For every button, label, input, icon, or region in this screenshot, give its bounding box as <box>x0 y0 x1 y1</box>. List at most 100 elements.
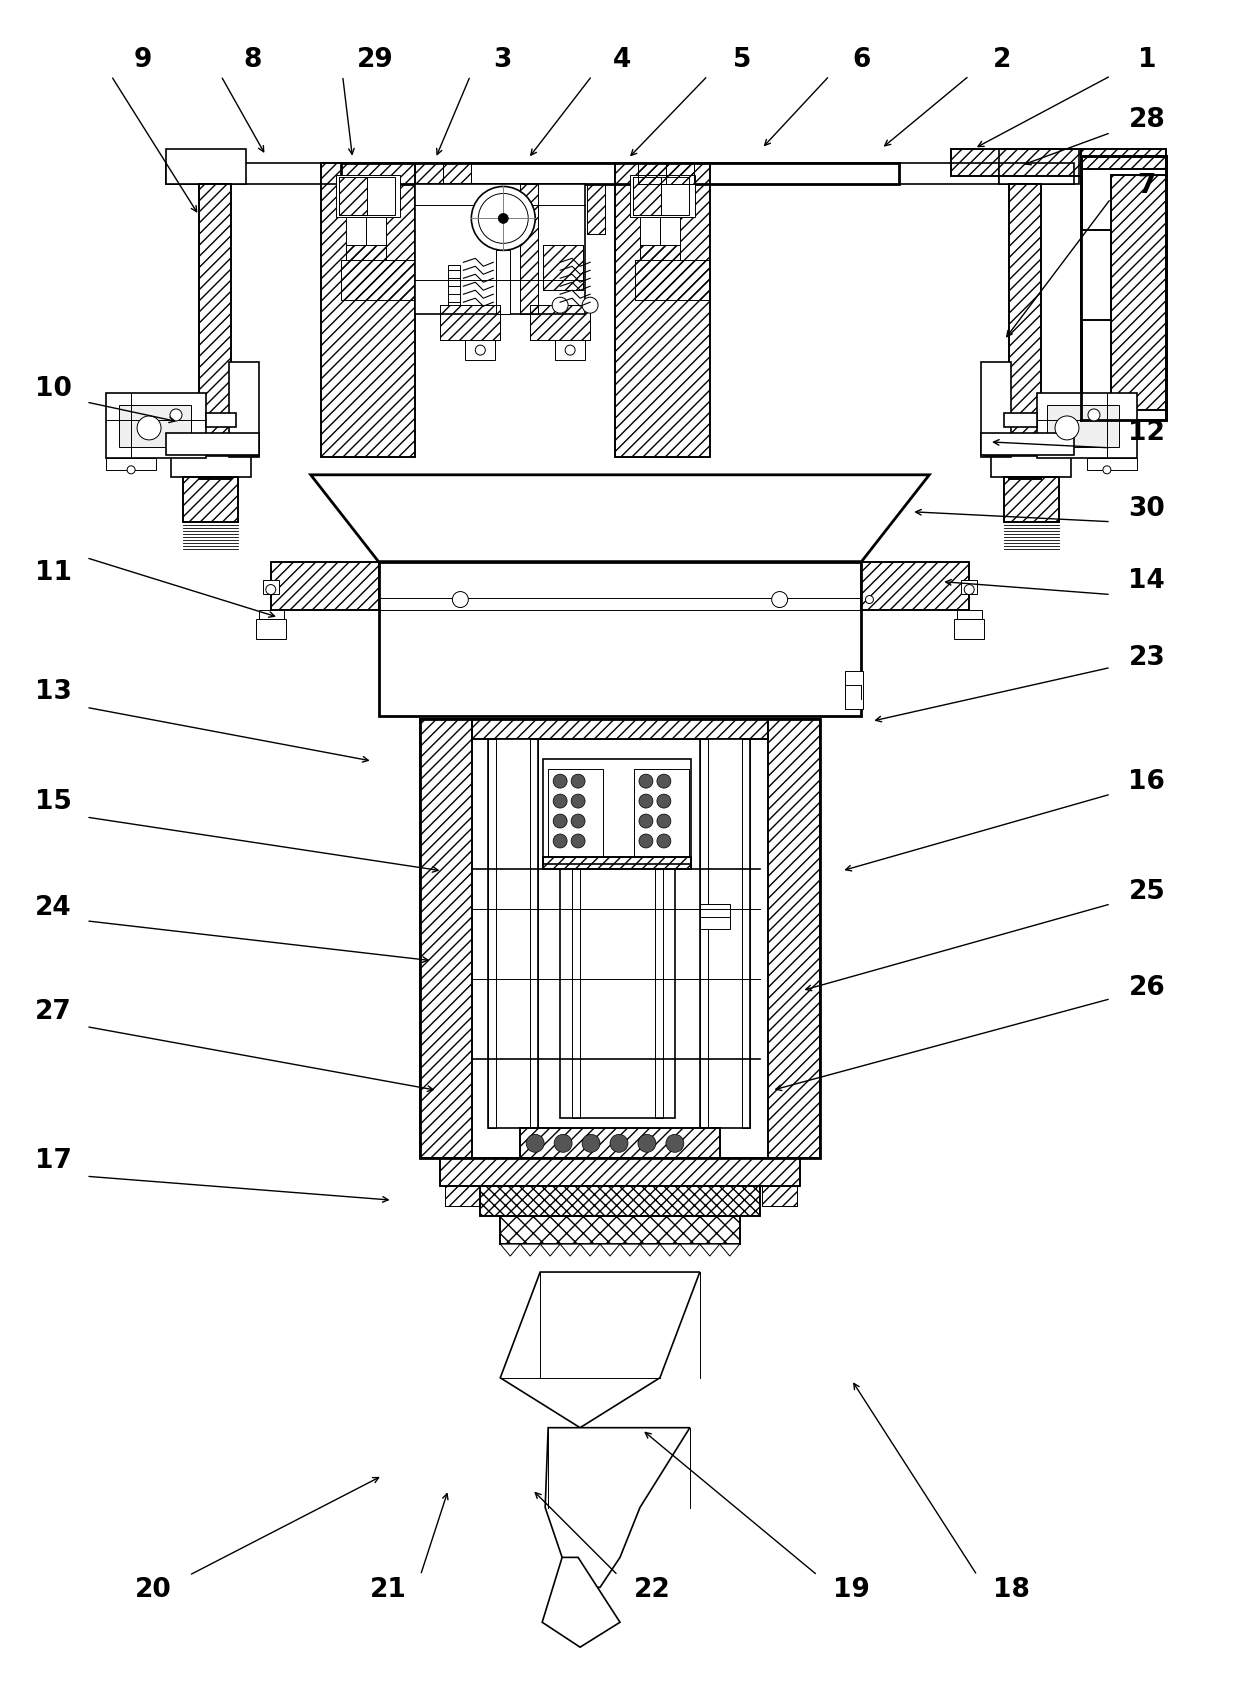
Polygon shape <box>699 1245 719 1256</box>
Bar <box>637 163 666 185</box>
Bar <box>415 185 585 315</box>
Bar <box>440 306 500 341</box>
Bar <box>472 720 768 740</box>
Bar <box>521 185 538 315</box>
Bar <box>500 1216 740 1245</box>
Bar <box>339 178 367 217</box>
Bar <box>640 246 680 261</box>
Circle shape <box>572 814 585 829</box>
Bar <box>445 1186 480 1206</box>
Bar <box>543 760 691 865</box>
Bar <box>341 261 415 301</box>
Bar <box>531 740 538 1129</box>
Bar <box>415 163 444 185</box>
Circle shape <box>265 585 275 595</box>
Polygon shape <box>500 1272 699 1428</box>
Polygon shape <box>521 1245 541 1256</box>
Text: 27: 27 <box>35 997 72 1024</box>
Polygon shape <box>311 476 929 562</box>
Circle shape <box>771 592 787 609</box>
Text: 12: 12 <box>1128 420 1166 446</box>
Bar <box>107 394 206 459</box>
Circle shape <box>610 1135 627 1152</box>
Bar <box>846 673 863 710</box>
Circle shape <box>657 814 671 829</box>
Bar <box>999 163 1074 185</box>
Polygon shape <box>560 1245 580 1256</box>
Bar <box>259 611 284 621</box>
Circle shape <box>138 417 161 441</box>
Bar <box>366 219 386 246</box>
Text: 9: 9 <box>134 47 153 72</box>
Bar <box>548 770 603 858</box>
Bar <box>229 363 259 458</box>
Circle shape <box>128 466 135 474</box>
Bar <box>556 341 585 362</box>
Bar <box>166 163 221 185</box>
Bar <box>1081 150 1166 170</box>
Polygon shape <box>600 1245 620 1256</box>
Text: 1: 1 <box>1137 47 1156 72</box>
Circle shape <box>498 214 508 224</box>
Bar <box>981 363 1011 458</box>
Text: 20: 20 <box>135 1576 171 1603</box>
Bar <box>1081 156 1166 420</box>
Text: 3: 3 <box>494 47 511 72</box>
Bar <box>263 580 279 594</box>
Bar <box>1004 478 1059 523</box>
Circle shape <box>639 814 653 829</box>
Bar <box>420 720 472 1159</box>
Text: 17: 17 <box>35 1147 72 1174</box>
Circle shape <box>639 834 653 848</box>
Bar <box>699 740 708 1129</box>
Bar <box>1087 459 1137 471</box>
Bar <box>543 246 583 291</box>
Text: 10: 10 <box>35 375 72 402</box>
Text: 7: 7 <box>1137 173 1156 200</box>
Text: 2: 2 <box>993 47 1012 72</box>
Circle shape <box>453 592 469 609</box>
Bar <box>957 611 982 621</box>
Bar <box>632 178 661 217</box>
Bar <box>640 219 660 246</box>
Text: 5: 5 <box>733 47 751 72</box>
Bar <box>543 858 691 870</box>
Circle shape <box>965 585 975 595</box>
Text: 8: 8 <box>243 47 262 72</box>
Circle shape <box>475 346 485 357</box>
Bar <box>500 1216 740 1245</box>
Bar <box>206 414 236 427</box>
Bar <box>480 1186 760 1216</box>
Circle shape <box>553 834 567 848</box>
Bar <box>166 150 246 185</box>
Bar <box>171 456 250 478</box>
Bar <box>634 770 689 858</box>
Text: 30: 30 <box>1128 496 1166 521</box>
Text: 22: 22 <box>634 1576 671 1603</box>
Bar <box>635 261 709 301</box>
Bar <box>961 580 977 594</box>
Bar <box>981 434 1074 456</box>
Bar <box>444 163 471 185</box>
Bar <box>1047 405 1118 447</box>
Bar <box>378 562 862 717</box>
Text: 4: 4 <box>613 47 631 72</box>
Bar <box>666 163 694 185</box>
Circle shape <box>582 1135 600 1152</box>
Bar <box>660 219 680 246</box>
Circle shape <box>657 794 671 809</box>
Bar <box>761 1186 796 1206</box>
Bar <box>699 905 730 928</box>
Bar <box>587 185 605 235</box>
Bar <box>666 163 694 185</box>
Text: 26: 26 <box>1128 974 1166 1001</box>
Polygon shape <box>500 1245 521 1256</box>
Bar <box>472 720 768 740</box>
Bar <box>1004 414 1037 427</box>
Bar <box>420 720 820 1159</box>
Bar <box>496 251 510 315</box>
Polygon shape <box>719 1245 740 1256</box>
Circle shape <box>526 1135 544 1152</box>
Bar <box>440 1159 800 1186</box>
Bar <box>336 177 401 219</box>
